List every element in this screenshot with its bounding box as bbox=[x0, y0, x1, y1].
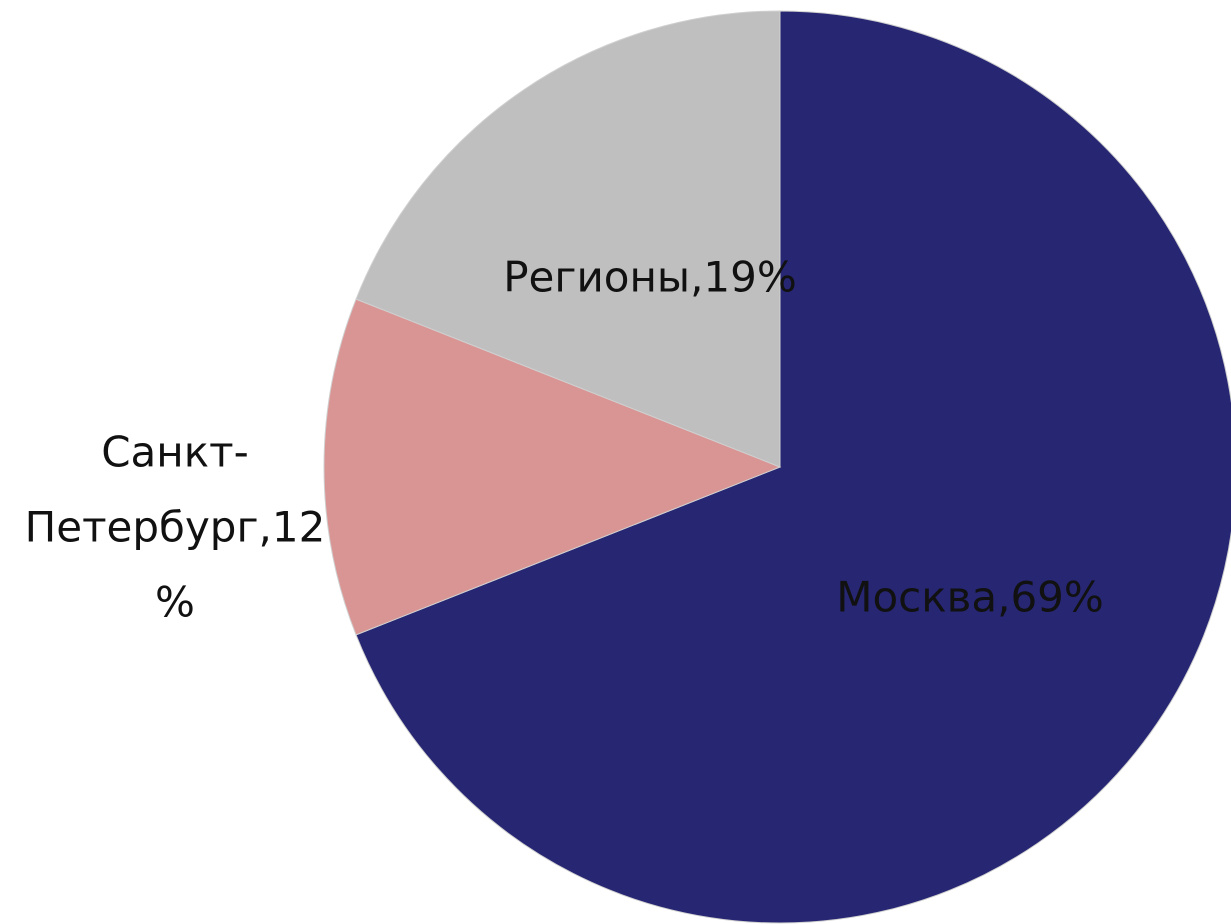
pie-slice bbox=[355, 10, 1231, 924]
data-label: Москва,69% bbox=[836, 573, 1104, 622]
pie-slice bbox=[355, 10, 781, 468]
data-label: Петербург,12 bbox=[25, 503, 326, 552]
data-label: Санкт- bbox=[101, 428, 249, 477]
data-label: Регионы,19% bbox=[503, 253, 797, 302]
data-label: % bbox=[155, 578, 195, 627]
pie-slice bbox=[323, 298, 782, 636]
